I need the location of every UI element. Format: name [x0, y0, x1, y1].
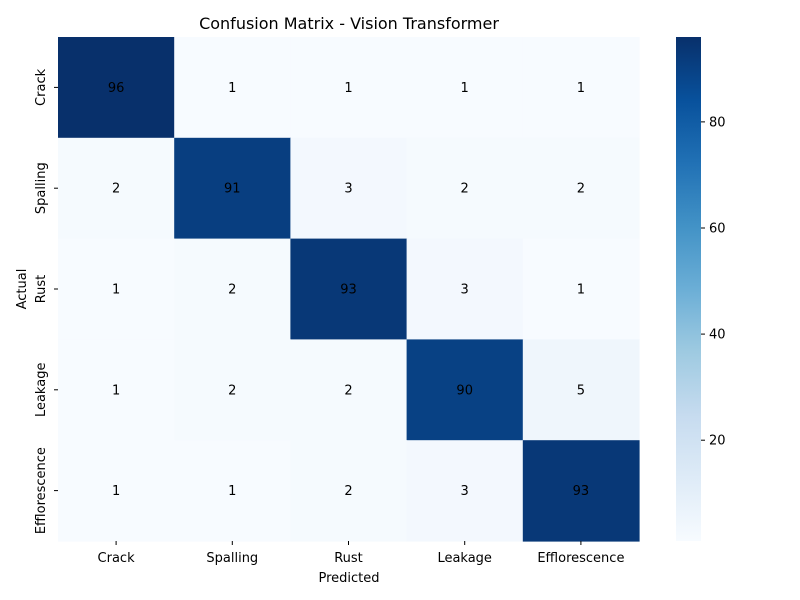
y-tick-label: Efflorescence — [34, 447, 49, 534]
heatmap-cell — [58, 37, 175, 139]
y-axis-label: Actual — [15, 269, 30, 310]
heatmap-cell — [58, 238, 175, 340]
heatmap-cell — [290, 339, 408, 441]
colorbar — [676, 37, 701, 541]
colorbar-tick-label: 40 — [709, 328, 726, 343]
chart-title: Confusion Matrix - Vision Transformer — [199, 14, 499, 33]
x-tick-label: Spalling — [206, 551, 258, 566]
heatmap-cells — [58, 37, 640, 542]
cell-value: 1 — [228, 484, 236, 499]
cell-value: 2 — [112, 182, 120, 197]
y-tick-label: Rust — [34, 275, 49, 304]
heatmap-cell — [406, 440, 524, 542]
y-axis-ticks: Crack Spalling Rust Leakage Efflorescence — [34, 68, 58, 534]
cell-value: 2 — [577, 182, 585, 197]
y-tick-label: Spalling — [34, 162, 49, 214]
heatmap-cell — [522, 37, 640, 139]
heatmap-cell — [174, 339, 291, 441]
heatmap-cell — [522, 137, 640, 240]
cell-value: 2 — [228, 283, 236, 298]
cell-value: 3 — [344, 182, 352, 197]
heatmap-cell — [290, 238, 408, 340]
cell-value: 1 — [112, 484, 120, 499]
heatmap-cell — [58, 137, 175, 240]
heatmap-cell — [522, 339, 640, 441]
heatmap-cell — [522, 238, 640, 340]
heatmap-cell — [406, 339, 524, 441]
heatmap-cell — [290, 137, 408, 240]
x-tick-label: Efflorescence — [537, 551, 624, 566]
cell-value: 1 — [112, 283, 120, 298]
heatmap-cell — [58, 440, 175, 542]
cell-value: 93 — [573, 484, 590, 499]
heatmap-cell — [406, 137, 524, 240]
x-axis-ticks: Crack Spalling Rust Leakage Efflorescence — [98, 541, 624, 566]
cell-value: 2 — [461, 182, 469, 197]
cell-annotations: 96 1 1 1 1 2 91 3 2 2 1 2 93 3 1 1 2 2 90 5 1 1 2 3 93 — [108, 81, 589, 499]
cell-value: 1 — [461, 81, 469, 96]
heatmap-cell — [174, 37, 291, 139]
cell-value: 3 — [461, 484, 469, 499]
colorbar-tick-label: 60 — [709, 221, 726, 236]
heatmap-cell — [174, 440, 291, 542]
x-axis-label: Predicted — [318, 571, 379, 586]
y-tick-label: Crack — [34, 68, 49, 106]
colorbar-tick-label: 80 — [709, 115, 726, 130]
cell-value: 1 — [344, 81, 352, 96]
heatmap-cell — [406, 238, 524, 340]
x-tick-label: Crack — [98, 551, 136, 566]
cell-value: 91 — [224, 182, 241, 197]
cell-value: 2 — [344, 383, 352, 398]
heatmap-cell — [174, 238, 291, 340]
cell-value: 90 — [456, 383, 473, 398]
x-tick-label: Rust — [334, 551, 363, 566]
heatmap-cell — [406, 37, 524, 139]
cell-value: 5 — [577, 383, 585, 398]
cell-value: 1 — [577, 283, 585, 298]
cell-value: 93 — [340, 283, 357, 298]
heatmap-cell — [174, 137, 291, 240]
colorbar-tick-label: 20 — [709, 434, 726, 449]
colorbar-ticks: 20 40 60 80 — [701, 115, 726, 449]
cell-value: 2 — [228, 383, 236, 398]
cell-value: 2 — [344, 484, 352, 499]
x-tick-label: Leakage — [437, 551, 492, 566]
heatmap-cell — [290, 37, 408, 139]
heatmap-cell — [290, 440, 408, 542]
cell-value: 3 — [461, 283, 469, 298]
cell-value: 96 — [108, 81, 125, 96]
cell-value: 1 — [112, 383, 120, 398]
heatmap-cell — [522, 440, 640, 542]
heatmap-cell — [58, 339, 175, 441]
y-tick-label: Leakage — [34, 363, 49, 418]
cell-value: 1 — [228, 81, 236, 96]
cell-value: 1 — [577, 81, 585, 96]
